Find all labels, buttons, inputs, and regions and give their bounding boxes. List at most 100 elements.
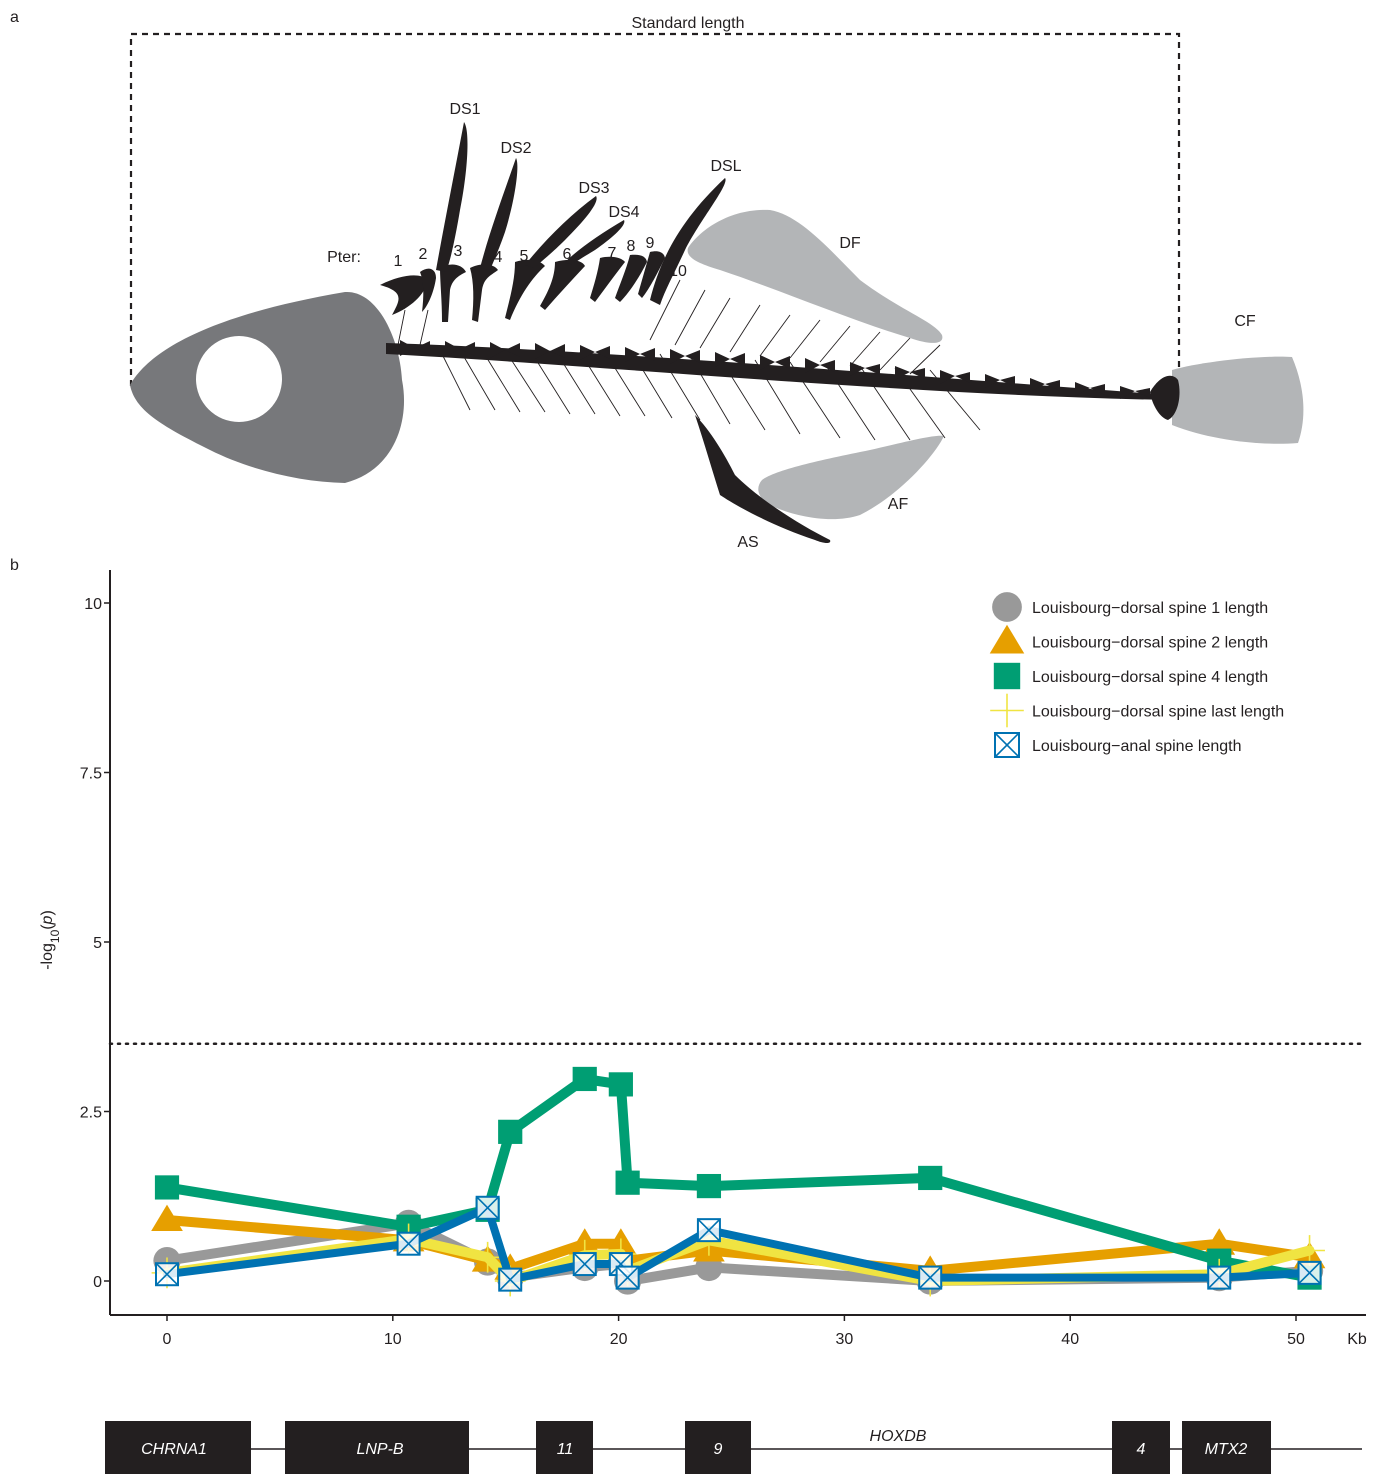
hypural-plate bbox=[1150, 375, 1180, 420]
data-point bbox=[572, 1066, 597, 1092]
data-point bbox=[990, 693, 1024, 728]
anal-spine-shape bbox=[695, 415, 831, 544]
pter-number-3: 3 bbox=[454, 243, 463, 260]
eye bbox=[196, 336, 282, 422]
vertebral-column bbox=[386, 343, 1170, 400]
dorsal-fin-label: DF bbox=[839, 235, 861, 252]
y-tick-label: 2.5 bbox=[80, 1105, 102, 1122]
gene-label-mtx2: MTX2 bbox=[1205, 1441, 1248, 1458]
data-point bbox=[992, 592, 1022, 622]
spine-label-ds2: DS2 bbox=[500, 140, 531, 157]
data-point bbox=[1203, 1228, 1236, 1255]
legend-label: Louisbourg−dorsal spine 4 length bbox=[1032, 669, 1268, 686]
pter-number-4: 4 bbox=[494, 249, 503, 266]
gene-label-hoxdb9: 9 bbox=[714, 1441, 723, 1458]
data-point bbox=[154, 1175, 180, 1200]
data-point bbox=[608, 1072, 633, 1097]
data-point bbox=[615, 1170, 640, 1195]
pter-number-5: 5 bbox=[520, 248, 529, 265]
x-tick-label: 0 bbox=[163, 1331, 172, 1348]
legend-item: Louisbourg−dorsal spine 4 length bbox=[993, 662, 1268, 690]
standard-length-bracket bbox=[129, 32, 1181, 396]
x-tick-label: 50 bbox=[1287, 1331, 1305, 1348]
data-point bbox=[1297, 1260, 1322, 1285]
legend-item: Louisbourg−dorsal spine 2 length bbox=[989, 624, 1268, 654]
pter-label: Pter: bbox=[327, 249, 361, 266]
gene-track: CHRNA1 LNP-B 11 9 HOXDB 4 MTX2 bbox=[105, 1421, 1362, 1474]
spine-ds2 bbox=[480, 158, 518, 270]
caudal-fin-label: CF bbox=[1234, 313, 1256, 330]
gene-box-hoxdb11 bbox=[536, 1421, 593, 1474]
spine-ds4 bbox=[565, 220, 625, 265]
vertebrae bbox=[400, 340, 1150, 399]
x-tick-label: 20 bbox=[610, 1331, 628, 1348]
data-point bbox=[572, 1252, 597, 1277]
spine-ds1 bbox=[436, 122, 468, 272]
gene-box-lnpb bbox=[285, 1421, 469, 1474]
caudal-fin-shape bbox=[1172, 356, 1304, 444]
pterygiophores bbox=[380, 251, 665, 322]
spine-ds3 bbox=[525, 196, 597, 268]
spine-label-ds3: DS3 bbox=[578, 180, 609, 197]
anal-spine-label: AS bbox=[737, 534, 758, 551]
axes-layer: 0 10 20 30 40 50 Kb 0 2.5 5 7.5 10 bbox=[80, 570, 1367, 1348]
pter-number-9: 9 bbox=[646, 235, 655, 252]
data-point bbox=[1294, 1235, 1325, 1266]
data-point bbox=[151, 1204, 183, 1231]
pter-number-8: 8 bbox=[627, 238, 636, 255]
dorsal-fin-shape bbox=[687, 209, 943, 343]
spine-label-ds1: DS1 bbox=[449, 101, 480, 118]
gene-label-chrna1: CHRNA1 bbox=[141, 1441, 207, 1458]
gene-cluster-label-hoxdb: HOXDB bbox=[870, 1428, 927, 1445]
series-5 bbox=[155, 1195, 1322, 1292]
data-point bbox=[472, 1241, 504, 1273]
y-tick-label: 7.5 bbox=[80, 766, 102, 783]
legend-label: Louisbourg−dorsal spine last length bbox=[1032, 704, 1284, 721]
spine-label-ds4: DS4 bbox=[608, 204, 639, 221]
pter-number-7: 7 bbox=[608, 245, 617, 262]
gene-box-mtx2 bbox=[1182, 1421, 1271, 1474]
legend-label: Louisbourg−dorsal spine 2 length bbox=[1032, 635, 1268, 652]
x-tick-label: 30 bbox=[836, 1331, 854, 1348]
legend-item: Louisbourg−anal spine length bbox=[994, 732, 1242, 758]
pter-number-2: 2 bbox=[419, 246, 428, 263]
gene-box-chrna1 bbox=[105, 1421, 251, 1474]
pter-number-6: 6 bbox=[563, 246, 572, 263]
data-point bbox=[498, 1119, 523, 1144]
standard-length-label: Standard length bbox=[632, 15, 745, 32]
data-point bbox=[989, 624, 1025, 654]
data-point bbox=[994, 732, 1020, 758]
dorsal-spines bbox=[436, 122, 726, 305]
anal-fin-shape bbox=[758, 435, 944, 520]
spine-dsl bbox=[650, 178, 726, 305]
spine-label-dsl: DSL bbox=[710, 158, 741, 175]
gene-label-lnpb: LNP-B bbox=[356, 1441, 403, 1458]
y-tick-label: 10 bbox=[84, 596, 102, 613]
x-tick-label: 10 bbox=[384, 1331, 402, 1348]
legend: Louisbourg−dorsal spine 1 length Louisbou… bbox=[989, 592, 1284, 758]
data-point bbox=[918, 1165, 943, 1191]
legend-item: Louisbourg−dorsal spine last length bbox=[990, 693, 1284, 728]
legend-item: Louisbourg−dorsal spine 1 length bbox=[992, 592, 1268, 622]
y-tick-label: 0 bbox=[93, 1274, 102, 1291]
pter-number-10: 10 bbox=[669, 263, 687, 280]
data-point bbox=[615, 1265, 640, 1290]
data-point bbox=[696, 1218, 721, 1243]
data-point bbox=[155, 1262, 179, 1287]
data-point bbox=[1207, 1265, 1232, 1290]
panel-b-label: b bbox=[10, 557, 19, 574]
gene-box-hoxdb4 bbox=[1112, 1421, 1170, 1474]
anal-fin-label: AF bbox=[888, 496, 909, 513]
gene-label-hoxdb11: 11 bbox=[557, 1441, 574, 1458]
y-tick-label: 5 bbox=[93, 935, 102, 952]
x-axis-label: Kb bbox=[1347, 1331, 1367, 1348]
data-point bbox=[993, 662, 1021, 690]
y-axis-label: -log10(p) bbox=[39, 910, 62, 970]
data-point bbox=[696, 1173, 722, 1199]
data-point bbox=[475, 1195, 500, 1220]
data-point bbox=[396, 1231, 421, 1256]
series-layer bbox=[151, 1066, 1326, 1297]
gene-label-hoxdb4: 4 bbox=[1137, 1441, 1146, 1458]
x-tick-label: 40 bbox=[1061, 1331, 1079, 1348]
